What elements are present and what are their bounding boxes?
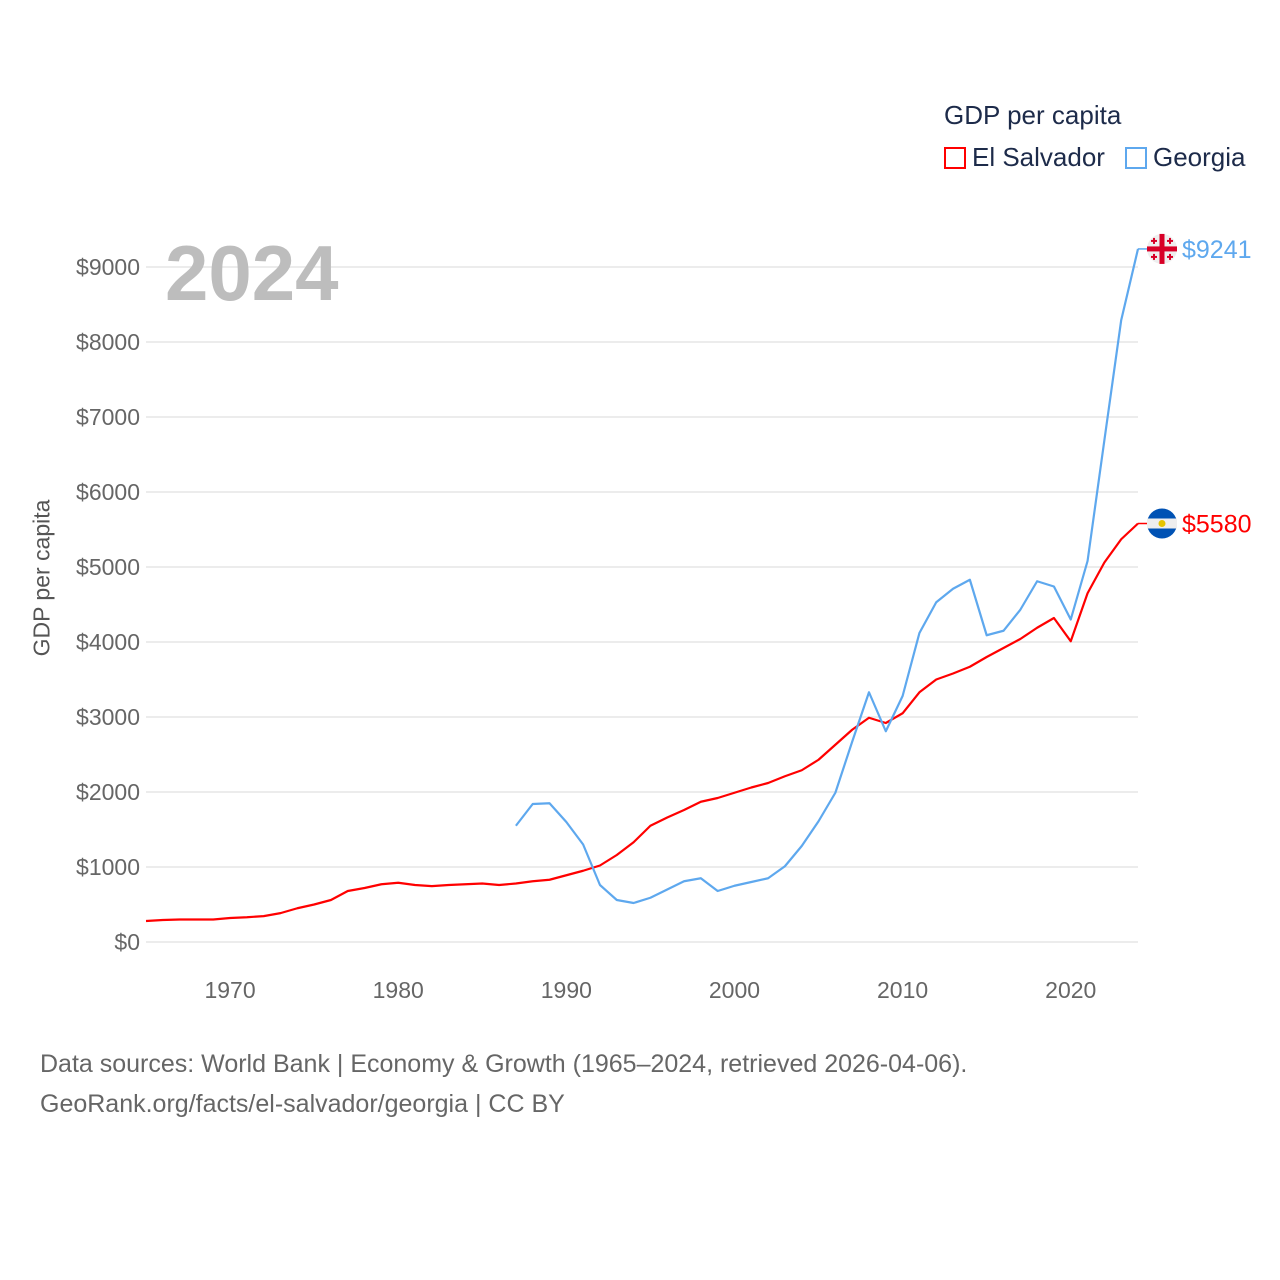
source-note: Data sources: World Bank | Economy & Gro… [40, 1044, 967, 1124]
series-line-el-salvador [145, 522, 1139, 923]
legend-item-georgia[interactable]: Georgia [1124, 142, 1246, 173]
y-tick-label: $2000 [76, 779, 140, 805]
end-value-label-georgia: $9241 [1182, 236, 1252, 264]
x-tick-label: 1980 [373, 977, 424, 1003]
georgia-flag-small-cross [1153, 237, 1155, 244]
end-value-label-el-salvador: $5580 [1182, 511, 1252, 539]
y-tick-label: $1000 [76, 854, 140, 880]
y-tick-label: $5000 [76, 554, 140, 580]
legend: El Salvador Georgia [944, 142, 1245, 173]
georgia-flag-small-cross [1153, 253, 1155, 260]
y-tick-label: $0 [114, 929, 140, 955]
legend-label-georgia: Georgia [1152, 142, 1246, 172]
source-line-1: Data sources: World Bank | Economy & Gro… [40, 1050, 968, 1078]
georgia-flag-small-cross [1169, 237, 1171, 244]
y-tick-label: $9000 [76, 254, 140, 280]
georgia-flag-small-cross [1169, 253, 1171, 260]
georgia-flag-cross [1159, 233, 1165, 264]
year-watermark: 2024 [165, 229, 339, 317]
x-tick-label: 1990 [541, 977, 592, 1003]
x-tick-label: 1970 [204, 977, 255, 1003]
legend-swatch-georgia [1124, 146, 1147, 169]
el-salvador-flag-emblem [1158, 520, 1166, 527]
legend-item-el-salvador[interactable]: El Salvador [944, 142, 1105, 173]
x-tick-label: 2000 [709, 977, 760, 1003]
y-tick-label: $4000 [76, 629, 140, 655]
series-line-georgia [515, 248, 1140, 905]
y-tick-label: $6000 [76, 479, 140, 505]
y-tick-label: $3000 [76, 704, 140, 730]
y-tick-label: $8000 [76, 329, 140, 355]
y-axis-label: GDP per capita [28, 499, 55, 657]
x-tick-label: 2020 [1045, 977, 1096, 1003]
x-tick-label: 2010 [877, 977, 928, 1003]
legend-swatch-el-salvador [944, 146, 966, 169]
legend-label-el-salvador: El Salvador [972, 142, 1105, 172]
y-tick-label: $7000 [76, 404, 140, 430]
legend-title: GDP per capita [944, 100, 1122, 130]
source-line-2[interactable]: GeoRank.org/facts/el-salvador/georgia | … [40, 1090, 565, 1118]
